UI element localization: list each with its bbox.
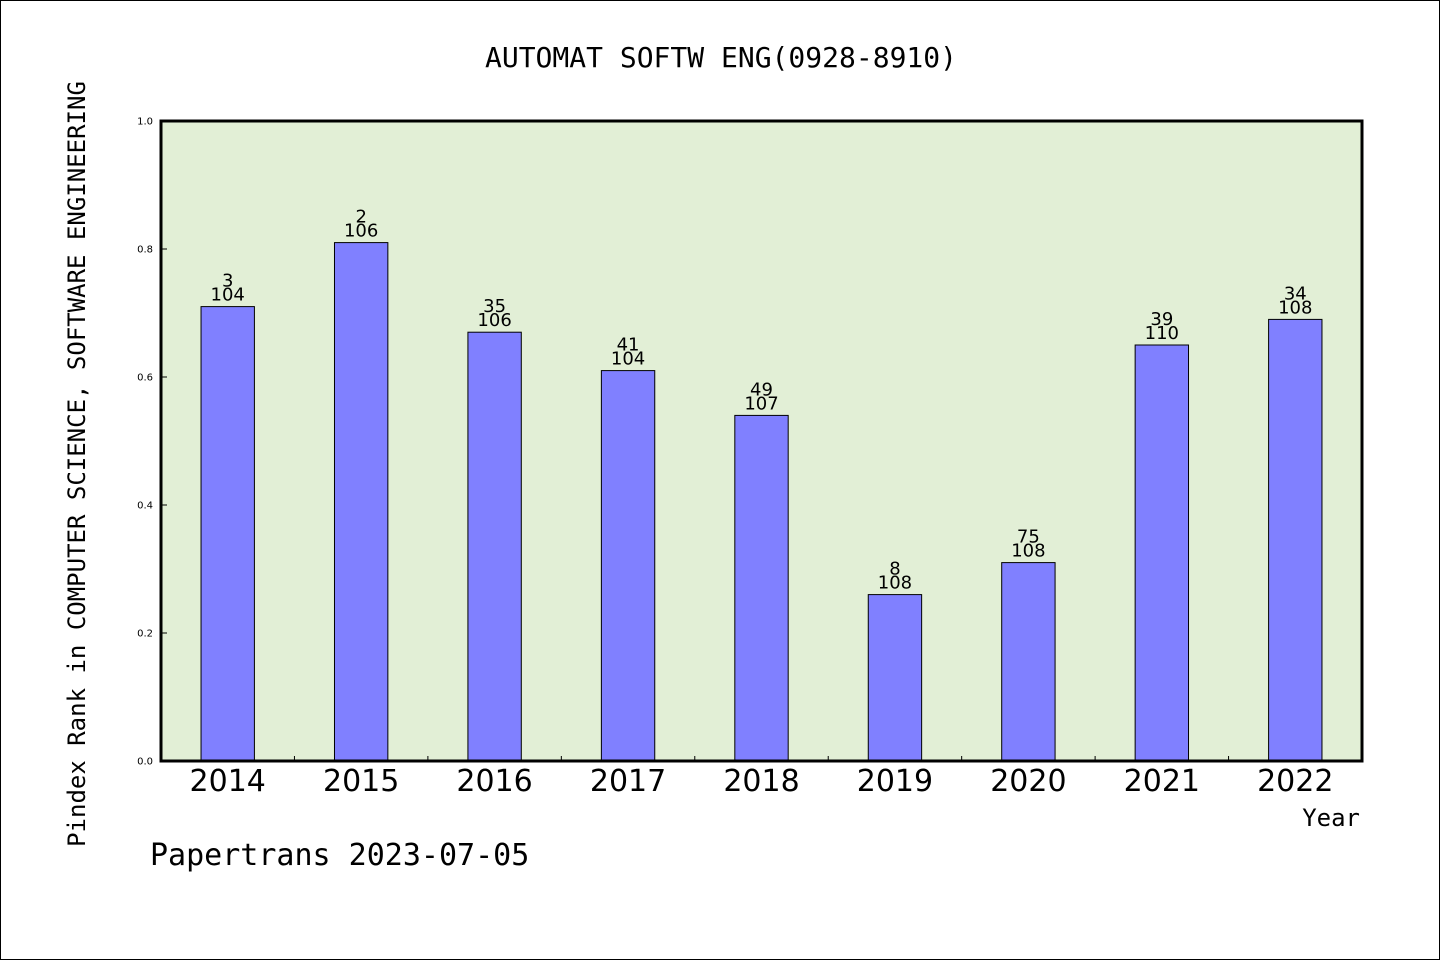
- bar-2022: [1268, 318, 1323, 762]
- x-tick-label-2015: 2015: [323, 764, 399, 799]
- rank-label-2018: 49: [750, 379, 773, 400]
- total-label-2022: 108: [1278, 297, 1312, 318]
- total-label-2021: 110: [1145, 323, 1179, 344]
- y-axis-label: Pindex Rank in COMPUTER SCIENCE, SOFTWAR…: [63, 81, 91, 847]
- x-tick-label-2020: 2020: [990, 764, 1066, 799]
- total-label-2015: 106: [344, 221, 378, 242]
- x-tick-label-2018: 2018: [723, 764, 799, 799]
- rank-label-2017: 41: [617, 335, 640, 356]
- x-tick-label-2022: 2022: [1257, 764, 1333, 799]
- y-tick-label: 0.8: [137, 245, 153, 256]
- rank-label-2016: 35: [483, 296, 506, 317]
- bar-2020: [1001, 562, 1056, 762]
- total-label-2019: 108: [878, 573, 912, 594]
- y-tick-label: 0.4: [137, 501, 153, 512]
- y-tick-label: 0.2: [137, 629, 153, 640]
- x-tick-label-2021: 2021: [1124, 764, 1200, 799]
- axis-ticks: 2014 2015 2016 2017 2018 2019 2020 2021 2022 0.0 0…: [137, 117, 1333, 800]
- x-tick-label-2016: 2016: [456, 764, 532, 799]
- total-label-2020: 108: [1011, 541, 1045, 562]
- x-tick-label-2017: 2017: [590, 764, 666, 799]
- bar-2017: [600, 370, 656, 762]
- bar-2019: [867, 594, 923, 762]
- total-label-2016: 106: [477, 310, 511, 331]
- total-label-2017: 104: [611, 349, 645, 370]
- rank-label-2020: 75: [1017, 527, 1040, 548]
- total-label-2018: 107: [744, 393, 778, 414]
- total-label-2014: 104: [211, 285, 245, 306]
- rank-label-2022: 34: [1284, 283, 1307, 304]
- rank-label-2014: 3: [222, 271, 233, 292]
- chart-title: AUTOMAT SOFTW ENG(0928-8910): [485, 41, 957, 74]
- bar-2018: [734, 414, 789, 762]
- bar-2016: [467, 331, 522, 762]
- x-tick-label-2014: 2014: [190, 764, 266, 799]
- rank-label-2019: 8: [889, 559, 900, 580]
- y-tick-label: 0.6: [137, 373, 153, 384]
- bar-2015: [333, 242, 389, 762]
- x-tick-label-2019: 2019: [857, 764, 933, 799]
- y-tick-label: 0.0: [137, 757, 153, 768]
- footer-credit: Papertrans 2023-07-05: [150, 838, 529, 873]
- rank-label-2015: 2: [355, 207, 366, 228]
- rank-label-2021: 39: [1150, 309, 1173, 330]
- bar-2014: [200, 306, 255, 762]
- y-tick-label: 1.0: [137, 117, 153, 128]
- bars-group: 3104210635106411044910781087510839110341…: [200, 207, 1323, 762]
- bar-2021: [1134, 344, 1190, 762]
- x-axis-label: Year: [1302, 804, 1360, 832]
- plot-border: [159, 119, 1364, 763]
